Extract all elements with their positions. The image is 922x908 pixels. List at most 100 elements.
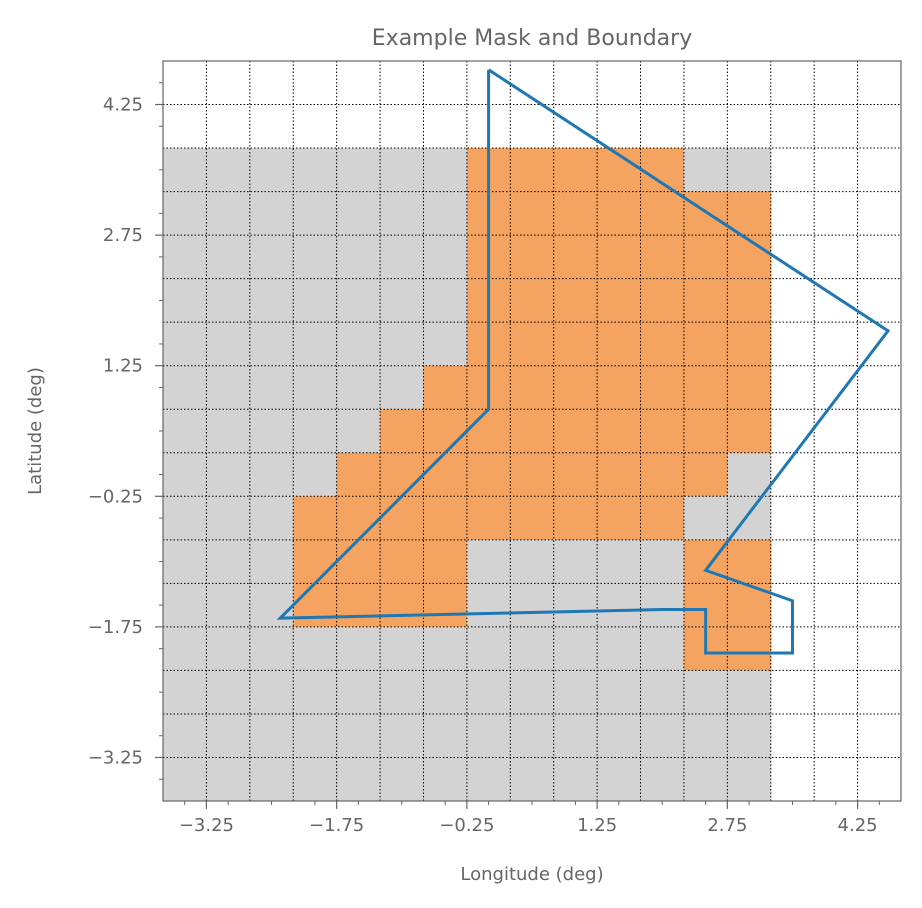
mask-cell-inside xyxy=(640,496,685,541)
y-tick-label: −3.25 xyxy=(88,747,143,768)
mask-cell-outside xyxy=(510,539,555,584)
mask-cell-outside xyxy=(293,757,338,802)
mask-cell-inside xyxy=(380,452,424,497)
mask-cell-outside xyxy=(293,365,338,410)
mask-cell-inside xyxy=(727,322,772,367)
mask-cell-outside xyxy=(683,670,728,715)
mask-cell-outside xyxy=(293,191,338,236)
mask-cell-inside xyxy=(640,365,685,410)
mask-cell-inside xyxy=(510,235,555,280)
mask-cell-outside xyxy=(380,757,424,802)
mask-cell-outside xyxy=(249,670,294,715)
y-tick-label: −1.75 xyxy=(88,617,143,638)
mask-cell-outside xyxy=(466,583,511,628)
mask-cell-outside xyxy=(206,626,251,671)
mask-cell-outside xyxy=(597,713,642,758)
mask-cell-outside xyxy=(249,365,294,410)
mask-cell-outside xyxy=(249,409,294,454)
y-axis-ticks: −3.25 −1.75 −0.25 1.25 2.75 4.25 xyxy=(88,82,163,780)
mask-cell-inside xyxy=(336,583,381,628)
mask-cell-outside xyxy=(249,713,294,758)
mask-cell-inside xyxy=(553,235,598,280)
mask-cell-outside xyxy=(336,365,381,410)
mask-cell-outside xyxy=(293,626,338,671)
mask-cell-inside xyxy=(683,365,728,410)
mask-cell-inside xyxy=(510,496,555,541)
mask-cell-outside xyxy=(163,583,207,628)
mask-cell-outside xyxy=(249,452,294,497)
mask-cell-outside xyxy=(293,409,338,454)
mask-cell-inside xyxy=(553,365,598,410)
mask-cell-outside xyxy=(249,235,294,280)
mask-cell-outside xyxy=(163,713,207,758)
mask-cell-outside xyxy=(163,409,207,454)
x-tick-label: 1.25 xyxy=(577,815,617,836)
mask-cell-outside xyxy=(206,278,251,323)
mask-cell-inside xyxy=(553,496,598,541)
x-tick-label: −3.25 xyxy=(179,815,234,836)
mask-cell-outside xyxy=(423,235,468,280)
mask-cell-inside xyxy=(466,452,511,497)
mask-cell-inside xyxy=(640,409,685,454)
boundary-layer xyxy=(276,68,891,655)
mask-cell-inside xyxy=(380,539,424,584)
mask-cell-inside xyxy=(597,278,642,323)
mask-cell-inside xyxy=(597,409,642,454)
mask-cell-inside xyxy=(510,365,555,410)
mask-cell-outside xyxy=(510,583,555,628)
mask-cell-outside xyxy=(683,148,728,193)
mask-cell-outside xyxy=(727,452,772,497)
mask-cell-inside xyxy=(553,191,598,236)
mask-cell-outside xyxy=(206,409,251,454)
mask-cell-outside xyxy=(597,670,642,715)
mask-cell-outside xyxy=(727,148,772,193)
mask-cell-inside xyxy=(640,278,685,323)
mask-cell-inside xyxy=(597,322,642,367)
mask-cell-inside xyxy=(510,191,555,236)
mask-cell-inside xyxy=(727,235,772,280)
mask-cell-inside xyxy=(423,365,468,410)
mask-cell-outside xyxy=(293,148,338,193)
mask-cell-outside xyxy=(597,626,642,671)
mask-cell-outside xyxy=(597,539,642,584)
mask-cell-outside xyxy=(380,322,424,367)
mask-cell-outside xyxy=(249,191,294,236)
x-tick-label: 4.25 xyxy=(838,815,878,836)
mask-cell-outside xyxy=(380,278,424,323)
mask-cell-outside xyxy=(206,583,251,628)
mask-cell-outside xyxy=(293,278,338,323)
mask-cell-outside xyxy=(553,583,598,628)
x-tick-label: −0.25 xyxy=(439,815,494,836)
mask-cell-inside xyxy=(423,409,468,454)
mask-cell-outside xyxy=(466,626,511,671)
mask-cell-outside xyxy=(683,496,728,541)
x-tick-label: −1.75 xyxy=(309,815,364,836)
mask-cell-inside xyxy=(683,322,728,367)
mask-cell-outside xyxy=(510,626,555,671)
mask-cell-outside xyxy=(206,148,251,193)
mask-cell-outside xyxy=(206,496,251,541)
mask-cell-outside xyxy=(423,191,468,236)
mask-cell-inside xyxy=(683,409,728,454)
mask-cell-inside xyxy=(683,191,728,236)
mask-cell-outside xyxy=(466,670,511,715)
mask-cell-outside xyxy=(423,148,468,193)
mask-cell-outside xyxy=(293,235,338,280)
mask-cell-outside xyxy=(423,322,468,367)
mask-cell-outside xyxy=(553,539,598,584)
mask-cell-inside xyxy=(640,235,685,280)
mask-cell-outside xyxy=(206,713,251,758)
mask-cell-outside xyxy=(336,322,381,367)
x-axis-ticks: −3.25 −1.75 −0.25 1.25 2.75 4.25 xyxy=(179,801,880,836)
mask-cell-outside xyxy=(683,713,728,758)
mask-cell-inside xyxy=(727,278,772,323)
mask-cell-inside xyxy=(466,496,511,541)
mask-cell-inside xyxy=(640,322,685,367)
mask-cell-outside xyxy=(640,670,685,715)
mask-cell-inside xyxy=(380,583,424,628)
mask-cell-outside xyxy=(249,626,294,671)
mask-cell-inside xyxy=(727,539,772,584)
mask-cell-outside xyxy=(249,322,294,367)
mask-cell-inside xyxy=(336,452,381,497)
mask-cell-inside xyxy=(727,626,772,671)
